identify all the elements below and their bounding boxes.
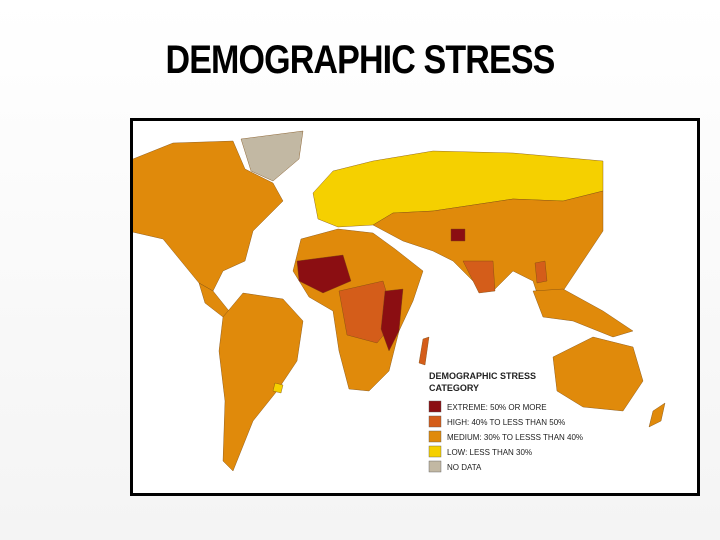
australia — [552, 336, 644, 412]
legend: DEMOGRAPHIC STRESS CATEGORY EXTREME: 50%… — [428, 371, 583, 473]
greenland — [240, 130, 304, 182]
madagascar — [418, 336, 430, 366]
legend-swatch — [428, 430, 442, 443]
world-map: DEMOGRAPHIC STRESS CATEGORY EXTREME: 50%… — [127, 130, 666, 473]
legend-swatch — [428, 415, 442, 428]
south-america — [218, 292, 304, 472]
legend-label: LOW: LESS THAN 30% — [447, 448, 532, 457]
map-frame: DEMOGRAPHIC STRESS CATEGORY EXTREME: 50%… — [127, 118, 700, 496]
legend-swatch — [428, 460, 442, 473]
sahel — [296, 254, 352, 294]
southeast-asia — [532, 288, 634, 338]
legend-label: NO DATA — [447, 463, 482, 472]
legend-swatch — [428, 445, 442, 458]
uruguay — [272, 382, 284, 394]
legend-title: DEMOGRAPHIC STRESS — [429, 371, 536, 381]
indochina — [534, 260, 548, 284]
legend-label: MEDIUM: 30% TO LESSS THAN 40% — [447, 433, 583, 442]
land — [127, 130, 666, 472]
slide-title: DEMOGRAPHIC STRESS — [165, 38, 556, 82]
north-america — [127, 140, 284, 292]
legend-swatch — [428, 400, 442, 413]
south-asia — [462, 260, 496, 294]
new-zealand — [648, 402, 666, 428]
legend-label: HIGH: 40% TO LESS THAN 50% — [447, 418, 565, 427]
legend-title: CATEGORY — [429, 383, 479, 393]
legend-label: EXTREME: 50% OR MORE — [447, 403, 547, 412]
east-africa — [380, 288, 404, 352]
afghanistan — [450, 228, 466, 242]
